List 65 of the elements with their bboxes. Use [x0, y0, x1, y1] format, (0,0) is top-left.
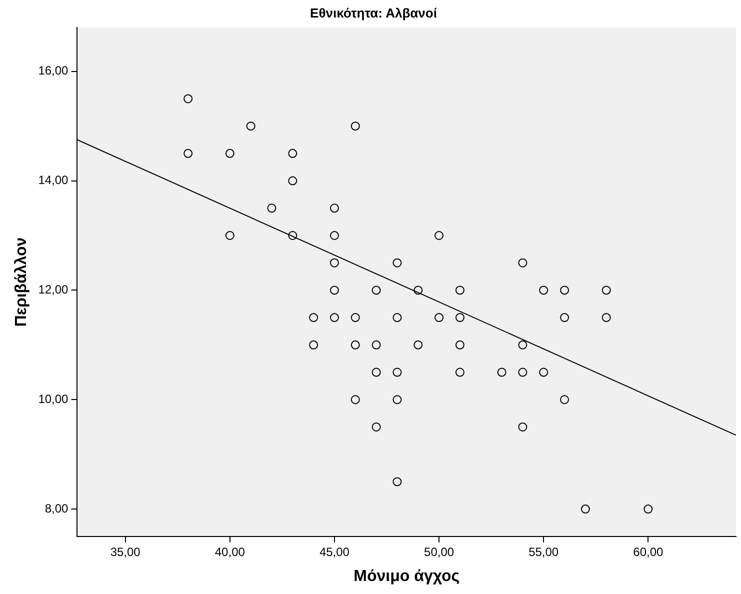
point [372, 422, 381, 432]
y-tick-label: 12,00 [38, 282, 69, 297]
x-axis-title: Μόνιμο άγχος [354, 568, 460, 585]
y-tick-label: 8,00 [44, 501, 69, 516]
point [392, 368, 402, 377]
x-tick-label: 60,00 [633, 544, 664, 559]
point [644, 504, 653, 514]
point [455, 368, 464, 377]
point [497, 368, 506, 377]
x-tick-label: 40,00 [214, 544, 246, 559]
point [184, 94, 193, 104]
point [330, 313, 339, 322]
point [518, 422, 528, 432]
y-tick-label: 14,00 [38, 173, 69, 188]
point [392, 477, 402, 486]
point [539, 286, 548, 295]
point [330, 230, 339, 240]
point [392, 395, 402, 404]
chart-title: Εθνικότητα: Αλβανοί [310, 5, 438, 20]
y-tick-label: 10,00 [38, 392, 69, 406]
point [372, 368, 381, 377]
point [350, 340, 360, 350]
point [246, 122, 256, 131]
point [602, 286, 611, 295]
point [184, 148, 193, 158]
point [518, 340, 528, 350]
point [309, 313, 318, 322]
point [580, 504, 590, 514]
x-tick-label: 45,00 [319, 544, 350, 559]
point [455, 313, 464, 322]
point [414, 286, 423, 295]
point [560, 313, 570, 322]
point [225, 148, 234, 158]
point [560, 395, 570, 404]
point [372, 286, 381, 295]
x-tick-label: 55,00 [528, 544, 559, 559]
point [267, 204, 276, 213]
point [350, 122, 360, 131]
point [434, 313, 444, 322]
point [434, 230, 444, 240]
x-tick-label: 50,00 [424, 544, 454, 559]
point [330, 204, 339, 213]
point [288, 230, 298, 240]
point [602, 313, 611, 322]
point [518, 258, 528, 268]
point [560, 286, 570, 295]
point [518, 368, 528, 377]
point [539, 368, 548, 377]
y-tick-label: 16,00 [38, 64, 69, 78]
point [455, 340, 464, 350]
point [330, 258, 339, 268]
point [455, 286, 464, 295]
point [225, 230, 234, 240]
point [288, 176, 298, 186]
point [392, 313, 402, 322]
x-tick-label: 35,00 [110, 544, 141, 559]
point [414, 340, 423, 350]
point [350, 313, 360, 322]
point [350, 395, 360, 404]
point [330, 286, 339, 295]
point [372, 340, 381, 350]
point [392, 258, 402, 268]
y-axis-title: Περιβάλλον [13, 237, 30, 327]
point [309, 340, 318, 350]
point [288, 148, 298, 158]
